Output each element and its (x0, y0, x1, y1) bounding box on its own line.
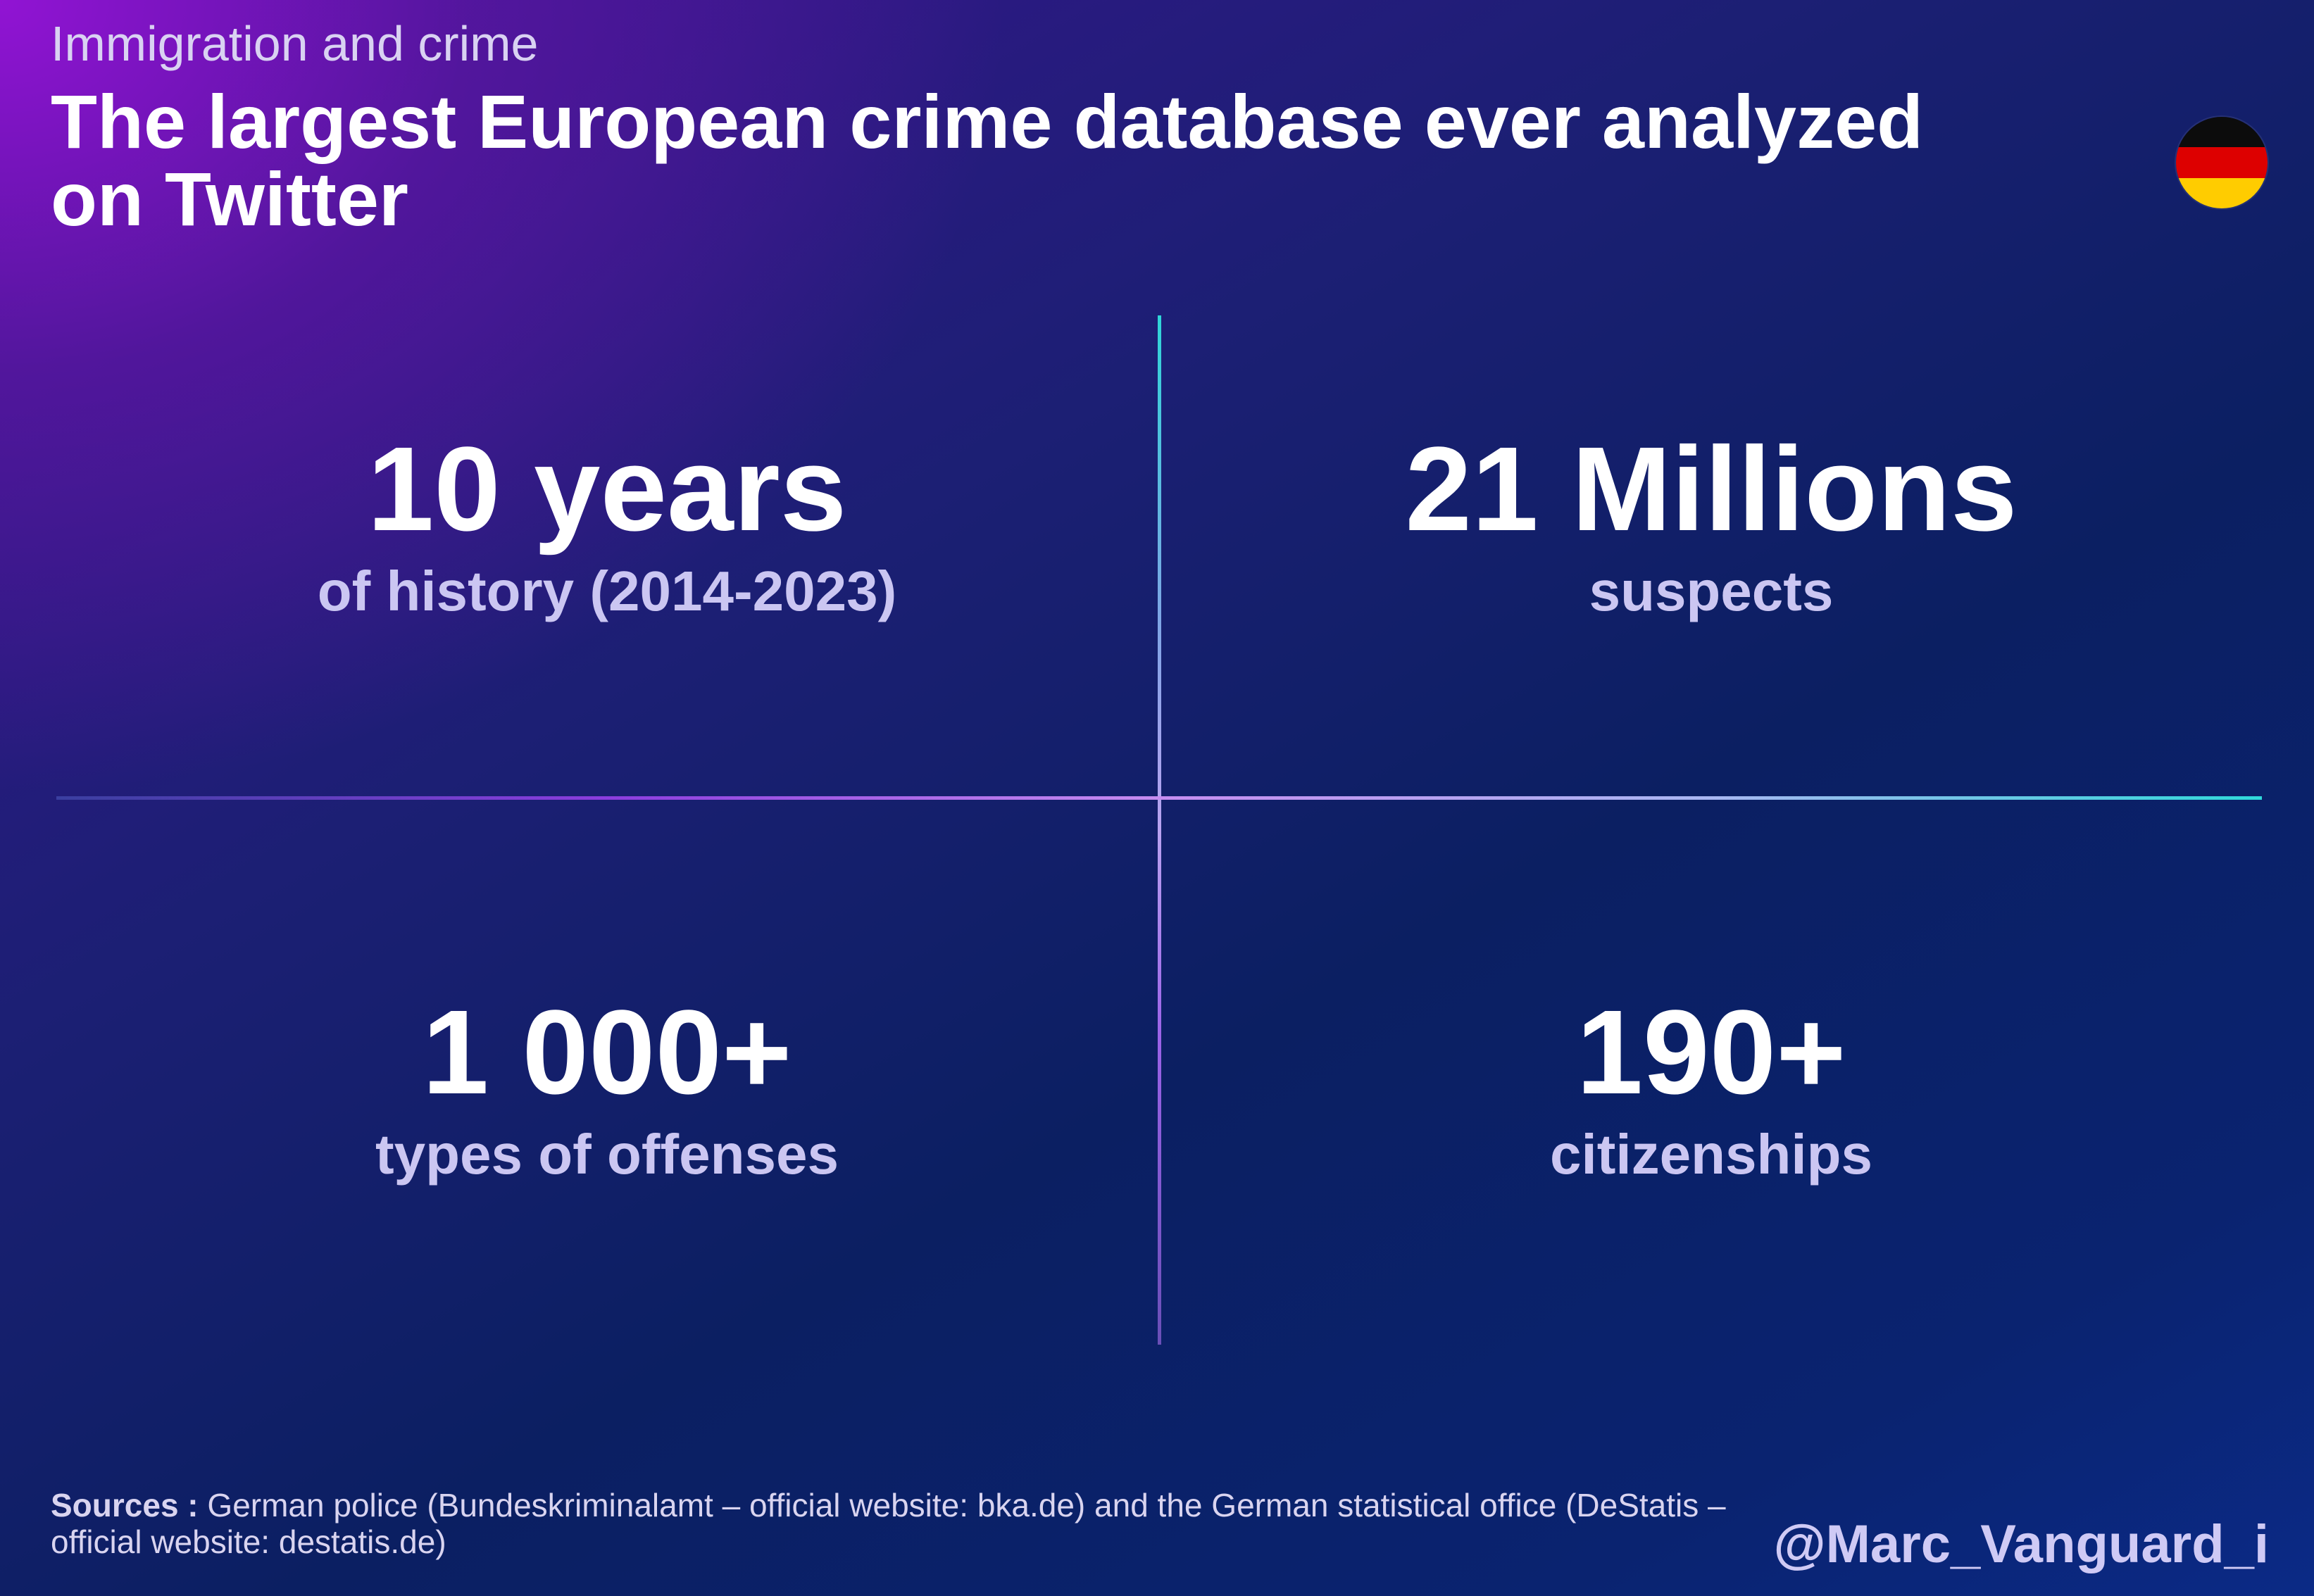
stat-years-caption: of history (2014-2023) (317, 560, 897, 622)
stat-suspects-caption: suspects (1589, 560, 1834, 622)
vertical-divider (1158, 315, 1161, 1345)
stat-years-value: 10 years (367, 422, 847, 556)
sources-text: German police (Bundeskriminalamt – offic… (51, 1487, 1726, 1560)
stat-suspects-value: 21 Millions (1405, 422, 2018, 556)
germany-flag-icon (2176, 117, 2268, 208)
stat-citizenships: 190+ citizenships (1183, 986, 2239, 1190)
sources-label: Sources : (51, 1487, 199, 1523)
flag-stripe-gold (2176, 177, 2268, 208)
flag-stripe-red (2176, 147, 2268, 178)
sources-note: Sources : German police (Bundeskriminala… (51, 1487, 1755, 1560)
stat-offenses: 1 000+ types of offenses (79, 986, 1135, 1190)
stat-citizenships-value: 190+ (1576, 986, 1846, 1119)
horizontal-divider (56, 796, 2262, 800)
kicker-text: Immigration and crime (51, 16, 539, 71)
stat-citizenships-caption: citizenships (1550, 1123, 1872, 1186)
page-title: The largest European crime database ever… (51, 79, 1924, 241)
stat-suspects: 21 Millions suspects (1183, 422, 2239, 627)
stat-offenses-value: 1 000+ (422, 986, 792, 1119)
flag-stripe-black (2176, 117, 2268, 148)
author-handle: @Marc_Vanguard_i (1773, 1514, 2269, 1574)
stat-offenses-caption: types of offenses (375, 1123, 839, 1186)
stat-years: 10 years of history (2014-2023) (79, 422, 1135, 627)
